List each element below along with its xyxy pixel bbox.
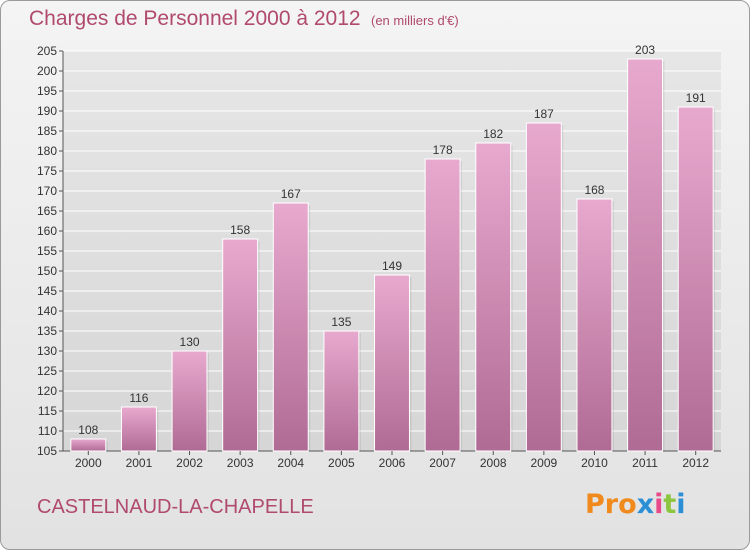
bar bbox=[525, 122, 562, 452]
data-label: 187 bbox=[534, 107, 554, 121]
x-tick-label: 2012 bbox=[682, 456, 709, 470]
y-tick-label: 125 bbox=[37, 364, 57, 378]
y-tick-label: 135 bbox=[37, 324, 57, 338]
x-tick-label: 2001 bbox=[126, 456, 153, 470]
data-label: 178 bbox=[433, 143, 453, 157]
bar bbox=[120, 406, 157, 452]
data-label: 108 bbox=[78, 423, 98, 437]
proxiti-logo: Proxiti bbox=[585, 489, 686, 520]
data-label: 116 bbox=[129, 391, 148, 405]
y-tick-label: 115 bbox=[38, 404, 57, 418]
x-tick-label: 2004 bbox=[277, 456, 304, 470]
y-tick-label: 160 bbox=[37, 224, 57, 238]
y-tick-label: 105 bbox=[37, 444, 57, 458]
y-tick-label: 180 bbox=[37, 144, 57, 158]
x-tick-label: 2006 bbox=[379, 456, 406, 470]
data-label: 158 bbox=[230, 223, 250, 237]
logo-letter: i bbox=[654, 489, 664, 520]
y-tick-label: 185 bbox=[37, 124, 57, 138]
x-tick-label: 2002 bbox=[176, 456, 203, 470]
x-tick-label: 2005 bbox=[328, 456, 355, 470]
data-label: 135 bbox=[331, 315, 351, 329]
bar bbox=[424, 158, 461, 452]
data-label: 182 bbox=[483, 127, 503, 141]
y-tick-label: 195 bbox=[37, 84, 57, 98]
y-tick-label: 155 bbox=[37, 244, 57, 258]
x-tick-label: 2009 bbox=[530, 456, 557, 470]
chart-subtitle: (en milliers d'€) bbox=[371, 13, 459, 28]
logo-letter: o bbox=[618, 489, 637, 520]
bar bbox=[677, 106, 714, 452]
x-tick-label: 2003 bbox=[227, 456, 254, 470]
y-tick-label: 175 bbox=[37, 164, 57, 178]
x-tick-label: 2008 bbox=[480, 456, 507, 470]
logo-letter: t bbox=[663, 489, 677, 520]
y-tick-label: 190 bbox=[37, 104, 57, 118]
data-label: 149 bbox=[382, 259, 402, 273]
bar bbox=[222, 238, 259, 452]
x-tick-label: 2007 bbox=[429, 456, 456, 470]
y-tick-label: 130 bbox=[37, 344, 57, 358]
data-label: 167 bbox=[281, 187, 301, 201]
chart-title: Charges de Personnel 2000 à 2012 bbox=[29, 7, 361, 30]
y-tick-label: 165 bbox=[37, 204, 57, 218]
bar bbox=[171, 350, 208, 452]
bar bbox=[70, 438, 107, 452]
bar bbox=[627, 58, 664, 452]
y-tick-label: 120 bbox=[37, 384, 57, 398]
bar bbox=[374, 274, 410, 452]
logo-letter: r bbox=[604, 489, 619, 520]
y-tick-label: 110 bbox=[38, 424, 57, 438]
bar bbox=[272, 202, 309, 452]
data-label: 191 bbox=[686, 91, 706, 105]
x-tick-label: 2010 bbox=[581, 456, 608, 470]
data-label: 130 bbox=[180, 335, 200, 349]
y-tick-label: 205 bbox=[37, 44, 57, 58]
x-tick-label: 2011 bbox=[632, 456, 658, 470]
commune-name: CASTELNAUD-LA-CHAPELLE bbox=[37, 496, 314, 518]
logo-letter: i bbox=[676, 489, 686, 520]
logo-letter: x bbox=[636, 489, 655, 520]
y-tick-label: 170 bbox=[37, 184, 57, 198]
data-label: 203 bbox=[635, 43, 655, 57]
y-tick-label: 140 bbox=[37, 304, 57, 318]
data-label: 168 bbox=[584, 183, 604, 197]
bar bbox=[475, 142, 512, 452]
y-tick-label: 200 bbox=[37, 64, 57, 78]
y-tick-label: 145 bbox=[37, 284, 57, 298]
logo-letter: P bbox=[585, 489, 605, 520]
bar bbox=[576, 198, 613, 452]
y-tick-label: 150 bbox=[37, 264, 57, 278]
x-tick-label: 2000 bbox=[75, 456, 102, 470]
bar bbox=[323, 330, 360, 452]
